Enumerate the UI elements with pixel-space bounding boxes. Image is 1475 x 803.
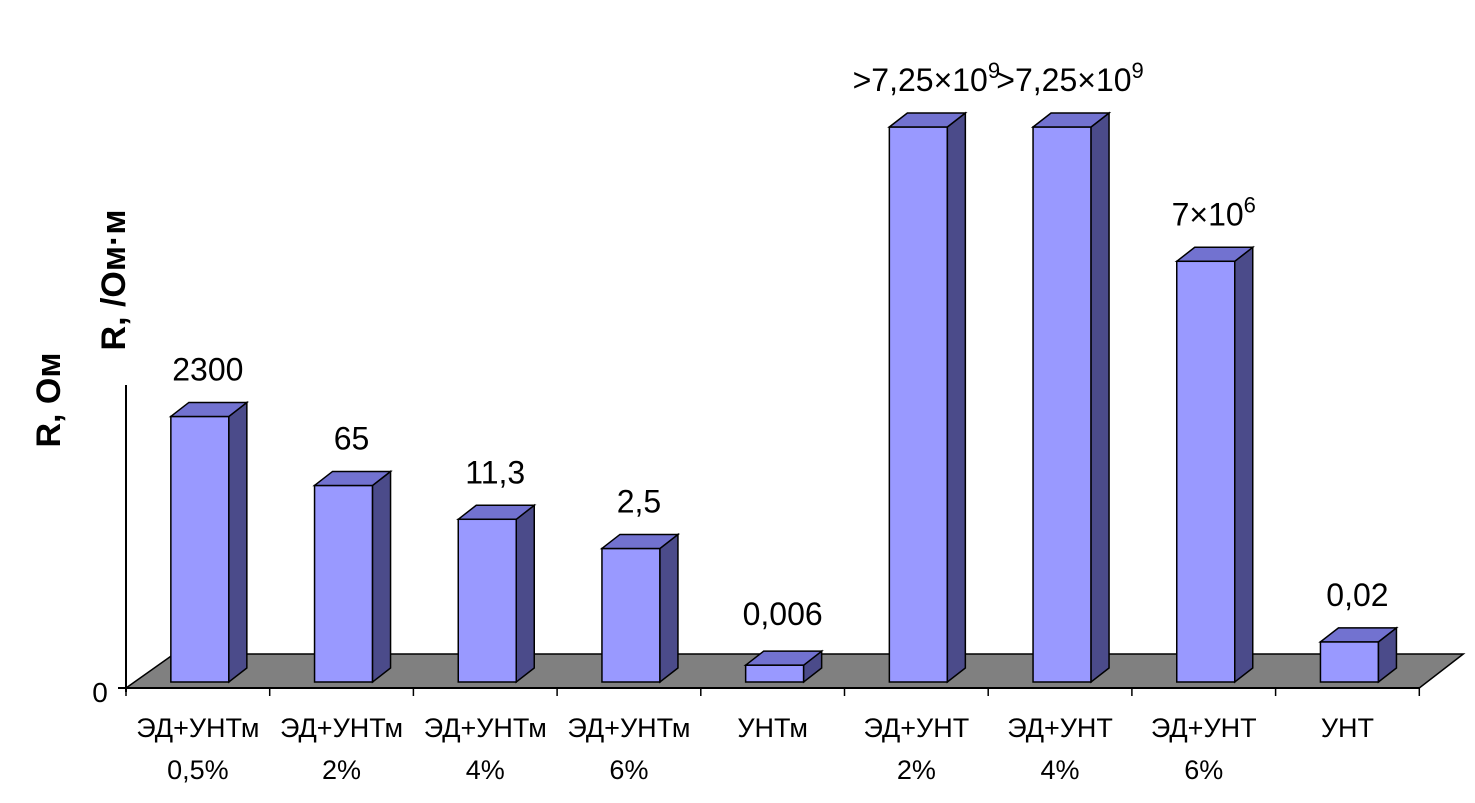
category-label-line1: ЭД+УНТм	[424, 713, 547, 743]
data-label: 7×106	[1172, 192, 1256, 232]
bar-top	[456, 504, 537, 521]
data-label-base: >7,25×10	[996, 62, 1131, 98]
category-label-line1: ЭД+УНТ	[863, 713, 969, 743]
category-label-line2: 2%	[897, 755, 936, 785]
data-label-base: 0,02	[1326, 577, 1388, 613]
y-tick-label: 0	[92, 677, 108, 708]
bar-top	[743, 650, 824, 666]
y-axis-label-ohm-m: R, /Ом·м	[95, 210, 133, 351]
data-label: >7,25×109	[853, 58, 1001, 98]
data-label: 0,02	[1326, 577, 1388, 613]
bar-front	[1319, 641, 1380, 683]
data-labels: 23006511,32,50,006>7,25×109>7,25×1097×10…	[172, 58, 1388, 632]
category-label-line2: 4%	[1041, 755, 1080, 785]
bar-front	[457, 518, 517, 683]
data-label-exponent: 9	[988, 58, 1000, 83]
category-label-line1: ЭД+УНТм	[280, 713, 403, 743]
bar-front	[601, 547, 661, 683]
data-label-exponent: 6	[1244, 192, 1256, 217]
data-label-base: 0,006	[743, 596, 823, 632]
data-label-base: >7,25×10	[853, 62, 988, 98]
data-label: >7,25×109	[996, 58, 1144, 98]
category-label-line1: ЭД+УНТм	[136, 713, 259, 743]
bar-top	[599, 533, 681, 550]
bar-top	[1174, 246, 1255, 263]
data-label: 11,3	[465, 454, 525, 490]
category-label-line1: ЭД+УНТ	[1151, 713, 1257, 743]
category-label-line1: ЭД+УНТ	[1007, 713, 1113, 743]
category-label-line2: 6%	[609, 755, 648, 785]
bar-side	[659, 532, 679, 684]
data-label: 65	[334, 420, 370, 456]
bar-side	[1234, 245, 1254, 684]
category-label-line1: УНТм	[737, 713, 808, 743]
bar-front	[888, 126, 949, 683]
data-label-exponent: 9	[1132, 58, 1144, 83]
data-label: 2,5	[617, 483, 661, 519]
category-label-line2: 4%	[466, 755, 505, 785]
data-label: 0,006	[743, 596, 823, 632]
bar-front	[313, 484, 374, 683]
bar-front	[1176, 260, 1236, 683]
bars	[168, 111, 1399, 684]
data-label-base: 65	[334, 420, 370, 456]
bar-top	[1030, 112, 1112, 128]
category-label-line1: ЭД+УНТм	[567, 713, 690, 743]
chart-axes	[118, 385, 1421, 696]
data-label-base: 2,5	[617, 483, 661, 519]
bar-front	[1032, 126, 1092, 683]
category-label-line2: 2%	[322, 755, 361, 785]
bar-side	[1090, 111, 1110, 684]
bar-side	[515, 503, 535, 684]
bar-top	[1318, 627, 1399, 643]
y-axis-label-ohm: R, Ом	[30, 352, 68, 447]
data-label-base: 11,3	[465, 454, 525, 490]
category-labels: ЭД+УНТм 0,5% ЭД+УНТм 2% ЭД+УНТм 4% ЭД+УНТм 6% УН…	[136, 713, 1374, 785]
bar-front	[170, 415, 230, 683]
category-label-line1: УНТ	[1321, 713, 1374, 743]
bar-top	[887, 112, 968, 128]
bar-side	[946, 111, 967, 684]
bar-side	[228, 400, 248, 684]
data-label-base: 7×10	[1172, 196, 1244, 232]
bar-side	[371, 469, 392, 684]
category-label-line2: 0,5%	[167, 755, 229, 785]
category-label-line2: 6%	[1184, 755, 1223, 785]
data-label-base: 2300	[172, 351, 243, 387]
data-label: 2300	[172, 351, 243, 387]
bar-front	[744, 664, 805, 683]
bar-top	[312, 470, 393, 487]
bar-top	[168, 401, 250, 418]
